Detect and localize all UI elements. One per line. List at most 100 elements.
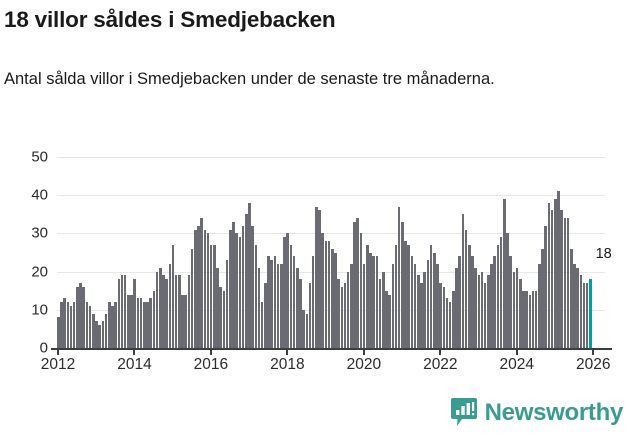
bar[interactable] [213,244,216,348]
bar[interactable] [69,305,73,348]
bar[interactable] [417,275,420,348]
bar[interactable] [541,248,544,348]
bar[interactable] [222,290,226,348]
bar[interactable] [557,191,560,348]
bar[interactable] [133,279,136,348]
bar[interactable] [534,290,538,348]
bar[interactable] [477,275,481,348]
bar[interactable] [423,271,426,348]
bar[interactable] [82,286,86,348]
bar[interactable] [283,237,286,348]
bar[interactable] [127,294,130,348]
bar[interactable] [311,256,315,348]
bar[interactable] [260,302,264,348]
bar[interactable] [585,283,589,348]
bar[interactable] [480,271,484,348]
bar[interactable] [174,275,178,348]
bar[interactable] [238,237,242,348]
bar[interactable] [308,283,312,348]
bar[interactable] [331,248,334,348]
bar[interactable] [452,290,455,348]
bar[interactable] [257,267,261,348]
bar[interactable] [264,283,267,348]
bar[interactable] [232,221,235,348]
bar[interactable] [244,214,248,348]
bar[interactable] [589,279,592,348]
bar[interactable] [289,244,293,348]
bar[interactable] [369,252,372,348]
bar[interactable] [107,302,111,348]
bar[interactable] [407,244,410,348]
bar[interactable] [98,325,101,348]
bar[interactable] [92,313,95,348]
bar[interactable] [178,275,181,348]
bar[interactable] [573,263,576,348]
bar[interactable] [171,244,175,348]
bar[interactable] [464,229,468,348]
bar[interactable] [162,275,165,348]
bar[interactable] [130,294,133,348]
bar[interactable] [458,256,461,348]
bar[interactable] [413,263,417,348]
bar[interactable] [350,263,353,348]
bar[interactable] [165,279,168,348]
bar[interactable] [531,290,535,348]
bar[interactable] [241,225,245,348]
bar[interactable] [340,286,344,348]
bar[interactable] [95,321,98,348]
bar[interactable] [579,275,583,348]
bar[interactable] [550,210,554,348]
bar[interactable] [216,267,219,348]
bar[interactable] [356,218,360,348]
bar[interactable] [85,302,89,348]
bar[interactable] [394,244,398,348]
bar[interactable] [429,244,433,348]
bar[interactable] [60,302,63,348]
bar[interactable] [327,241,331,348]
bar[interactable] [378,279,382,348]
bar[interactable] [200,218,203,348]
bar[interactable] [318,210,321,348]
bar[interactable] [117,279,121,348]
bar[interactable] [88,305,92,348]
bar[interactable] [292,256,296,348]
bar[interactable] [219,286,223,348]
bar[interactable] [184,294,187,348]
bar[interactable] [146,302,149,348]
bar[interactable] [515,267,519,348]
bar[interactable] [206,233,210,348]
bar[interactable] [372,256,375,348]
bar[interactable] [295,267,299,348]
bar[interactable] [432,252,436,348]
bar[interactable] [251,225,254,348]
bar[interactable] [123,275,127,348]
bar[interactable] [566,218,570,348]
bar[interactable] [114,302,117,348]
bar[interactable] [337,279,340,348]
bar[interactable] [426,260,430,348]
bar[interactable] [235,233,238,348]
bar[interactable] [493,256,497,348]
bar[interactable] [563,218,567,348]
bar[interactable] [461,214,465,348]
bar[interactable] [315,206,318,348]
bar[interactable] [582,283,586,348]
bar[interactable] [72,302,76,348]
bar[interactable] [248,202,251,348]
bar[interactable] [181,294,184,348]
bar[interactable] [229,229,232,348]
bar[interactable] [136,298,140,348]
bar[interactable] [455,267,458,348]
bar[interactable] [120,275,124,348]
bar[interactable] [522,290,525,348]
bar[interactable] [538,263,541,348]
bar[interactable] [190,248,194,348]
bar[interactable] [194,229,197,348]
bar[interactable] [448,302,452,348]
bar[interactable] [468,244,471,348]
bar[interactable] [286,233,289,348]
bar[interactable] [353,221,356,348]
bar[interactable] [267,256,270,348]
bar[interactable] [401,221,404,348]
bar[interactable] [104,313,108,348]
